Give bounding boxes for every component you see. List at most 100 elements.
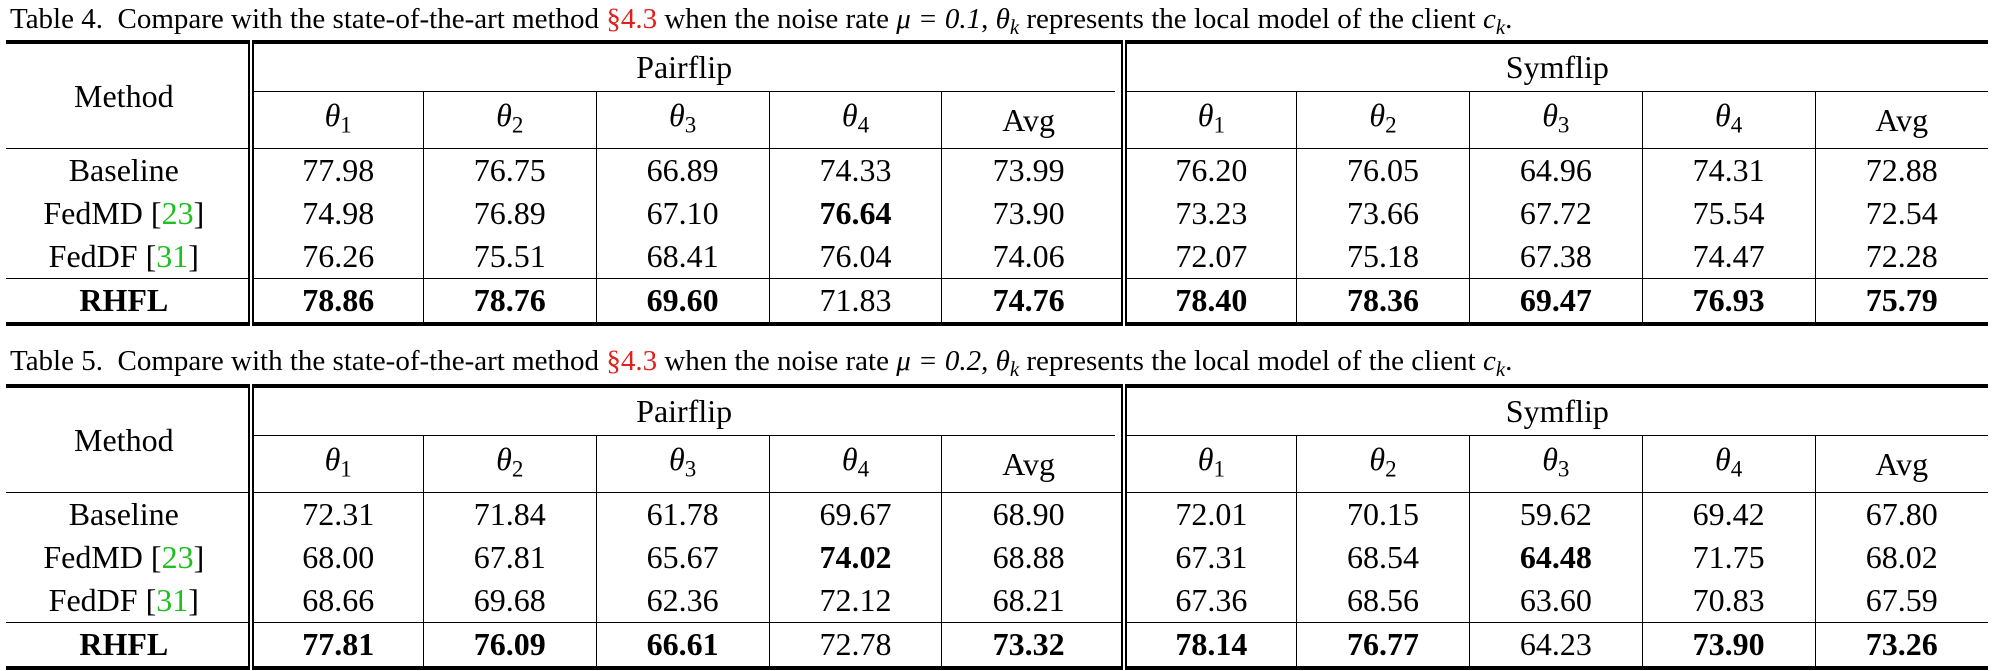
mu-value: μ = 0.2 [896,345,982,377]
cell: 69.42 [1642,492,1816,537]
col-avg: Avg [941,91,1115,150]
cell: 76.64 [769,192,943,236]
cell: 66.61 [596,622,770,669]
caption-rest: represents the local model of the client [1019,345,1483,377]
cell: 68.56 [1296,579,1470,623]
cell: 68.00 [250,536,424,580]
cell: 76.04 [769,235,943,279]
cell: 78.14 [1123,622,1298,669]
cell: 72.54 [1865,195,1938,232]
cell: 71.75 [1642,536,1816,580]
col-theta1: θ1 [250,435,424,494]
cell: 74.33 [769,148,943,193]
section-link[interactable]: §4.3 [606,3,658,35]
cell: 72.88 [1865,152,1938,189]
cell: 74.47 [1642,235,1816,279]
cell: 77.98 [250,148,424,193]
col-theta3: θ3 [1469,91,1643,150]
method-name: FedDF [31] [48,582,199,619]
cell: 74.31 [1642,148,1816,193]
cell: 74.76 [941,278,1115,325]
cell: 78.76 [423,278,597,325]
cell: 72.01 [1123,492,1298,537]
col-avg: Avg [1815,91,1988,150]
method-header: Method [6,42,242,150]
caption-middle: when the noise rate [657,345,897,377]
cell: 73.32 [941,622,1115,669]
method-name: RHFL [6,278,242,325]
table-row: Baseline 72.31 71.84 61.78 69.67 68.90 7… [6,492,1988,537]
caption-prefix: Compare with the state-of-the-art method [117,3,607,35]
cell: 70.15 [1296,492,1470,537]
section-link[interactable]: §4.3 [606,345,658,377]
method-name: RHFL [6,622,242,669]
col-avg: Avg [941,435,1115,494]
cell: 67.10 [596,192,770,236]
method-name: Baseline [68,152,179,189]
cell: 73.23 [1123,192,1298,236]
method-header: Method [6,386,242,494]
table-row: RHFL 77.81 76.09 66.61 72.78 73.32 78.14… [6,622,1988,669]
cell: 64.23 [1469,622,1643,669]
col-theta2: θ2 [1296,91,1470,150]
citation-link[interactable]: 23 [161,195,194,232]
cell: 74.98 [250,192,424,236]
cell: 71.83 [769,278,943,325]
caption-label: Table 5. [10,345,103,377]
cell: 70.83 [1642,579,1816,623]
col-theta3: θ3 [596,91,770,150]
cell: 67.80 [1865,496,1938,533]
method-name: FedDF [31] [48,238,199,275]
cell: 68.66 [250,579,424,623]
caption-middle: when the noise rate [657,3,897,35]
cell: 69.60 [596,278,770,325]
cell: 76.77 [1296,622,1470,669]
cell: 75.54 [1642,192,1816,236]
col-theta4: θ4 [1642,435,1816,494]
caption-label: Table 4. [10,3,103,35]
col-theta4: θ4 [769,435,943,494]
table-row: FedDF [31] 76.26 75.51 68.41 76.04 74.06… [6,235,1988,279]
citation-link[interactable]: 23 [161,539,194,576]
table-row: FedMD [23] 68.00 67.81 65.67 74.02 68.88… [6,536,1988,580]
results-table-5: Method Pairflip Symflip θ1 θ2 θ3 θ4 Avg … [6,384,1988,671]
cell: 74.06 [992,238,1065,275]
cell: 77.81 [250,622,424,669]
col-theta2: θ2 [1296,435,1470,494]
citation-link[interactable]: 31 [156,238,189,275]
cell: 78.86 [250,278,424,325]
cell: 75.51 [423,235,597,279]
cell: 67.36 [1123,579,1298,623]
cell: 76.26 [250,235,424,279]
col-avg: Avg [1815,435,1988,494]
cell: 69.47 [1469,278,1643,325]
cell: 72.07 [1123,235,1298,279]
cell: 64.96 [1469,148,1643,193]
cell: 71.84 [423,492,597,537]
cell: 78.36 [1296,278,1470,325]
cell: 68.41 [596,235,770,279]
cell: 72.12 [769,579,943,623]
table-row: FedMD [23] 74.98 76.89 67.10 76.64 73.90… [6,192,1988,236]
pairflip-header: Pairflip [250,386,1115,436]
table-5-caption: Table 5. Compare with the state-of-the-a… [10,345,1513,381]
cell: 67.38 [1469,235,1643,279]
cell: 76.93 [1642,278,1816,325]
cell: 68.88 [992,539,1065,576]
cell: 67.72 [1469,192,1643,236]
cell: 68.90 [992,496,1065,533]
cell: 65.67 [596,536,770,580]
cell: 73.90 [992,195,1065,232]
pairflip-header: Pairflip [250,42,1115,92]
results-table-4: Method Pairflip Symflip θ1 θ2 θ3 θ4 Avg … [6,40,1988,327]
table-row: FedDF [31] 68.66 69.68 62.36 72.12 68.21… [6,579,1988,623]
cell: 68.54 [1296,536,1470,580]
col-theta1: θ1 [1123,91,1298,150]
method-name: Baseline [68,496,179,533]
citation-link[interactable]: 31 [156,582,189,619]
cell: 72.31 [250,492,424,537]
table-row: Baseline 77.98 76.75 66.89 74.33 73.99 7… [6,148,1988,193]
col-theta4: θ4 [1642,91,1816,150]
cell: 72.78 [769,622,943,669]
cell: 68.02 [1865,539,1938,576]
